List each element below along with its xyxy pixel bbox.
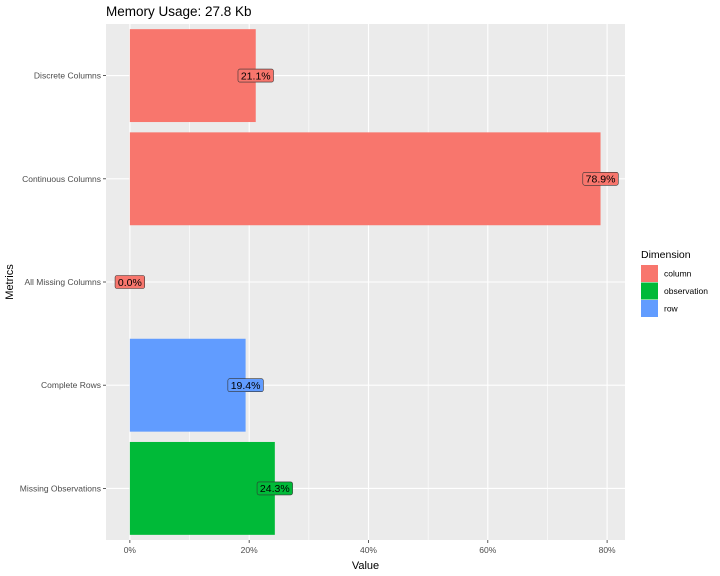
legend-label-observation: observation (664, 286, 708, 296)
x-tick-label: 60% (479, 545, 496, 555)
y-tick-label: Discrete Columns (34, 71, 101, 81)
y-tick-label: All Missing Columns (24, 277, 101, 287)
bars (129, 29, 601, 535)
data-label-box (114, 275, 145, 289)
data-label: 24.3% (256, 481, 293, 496)
x-tick-label: 40% (360, 545, 377, 555)
legend-title: Dimension (641, 249, 691, 261)
data-label-text: 21.1% (241, 70, 271, 82)
data-label-box (582, 172, 619, 186)
data-label: 0.0% (114, 275, 145, 289)
bar-missing-observations (129, 441, 275, 535)
data-label: 19.4% (227, 378, 264, 393)
legend-label-row: row (664, 304, 679, 314)
data-label: 21.1% (237, 68, 274, 83)
data-label-text: 24.3% (260, 483, 290, 495)
bar-continuous-columns (129, 132, 601, 226)
data-label-box (256, 481, 293, 496)
data-label-text: 0.0% (118, 277, 142, 289)
x-tick-label: 20% (241, 545, 258, 555)
legend: Dimension column observation row (641, 249, 708, 317)
x-tick-label: 80% (599, 545, 616, 555)
legend-key-observation (641, 282, 658, 300)
x-tick-label: 0% (124, 545, 137, 555)
data-label-box (227, 378, 264, 393)
legend-key-row (641, 300, 658, 317)
data-label-box (237, 68, 274, 83)
y-tick-label: Continuous Columns (22, 174, 101, 184)
bar-complete-rows (129, 338, 246, 432)
data-labels: 21.1% 78.9% 0.0% 19.4% 24.3% (114, 68, 619, 496)
data-label-text: 78.9% (586, 174, 616, 186)
y-axis: Discrete Columns Continuous Columns All Mi… (20, 71, 106, 493)
x-axis-title: Value (352, 560, 379, 572)
y-axis-title: Metrics (4, 264, 16, 300)
legend-key-column (641, 265, 658, 282)
data-label-text: 19.4% (231, 380, 261, 392)
y-tick-label: Missing Observations (20, 483, 101, 493)
y-tick-label: Complete Rows (41, 380, 101, 390)
chart-title: Memory Usage: 27.8 Kb (106, 4, 252, 19)
data-label: 78.9% (582, 172, 619, 186)
bar-discrete-columns (129, 29, 256, 123)
legend-label-column: column (664, 269, 692, 279)
x-axis: 0% 20% 40% 60% 80% (124, 540, 616, 555)
